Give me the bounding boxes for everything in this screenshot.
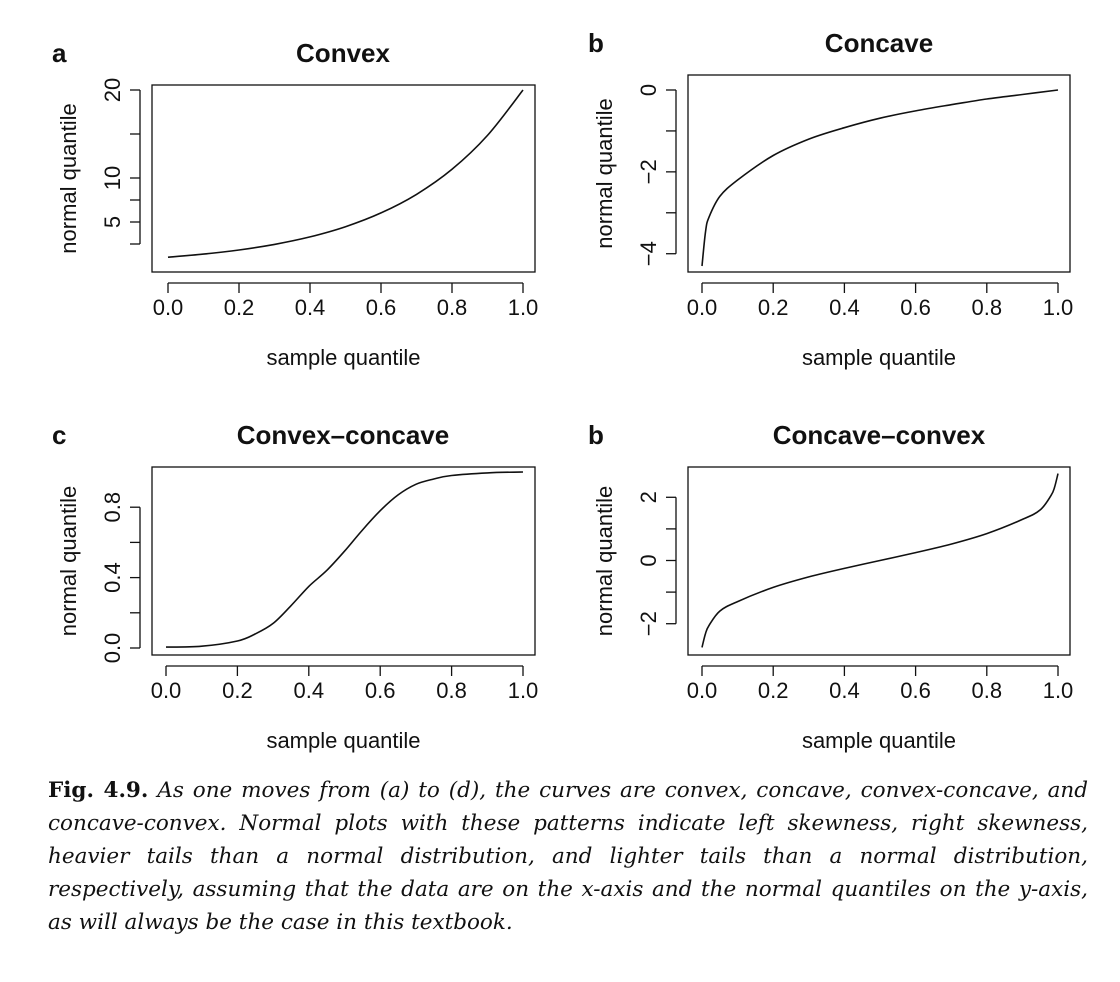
x-axis-label: sample quantile [266, 345, 420, 370]
x-tick-label: 0.8 [972, 295, 1003, 320]
panel-2: b Concave 0.0 0.2 0.4 0.6 0.8 1.0 sample quantil… [588, 28, 1073, 370]
quantile-curve [701, 473, 1059, 648]
x-tick-label: 0.8 [436, 678, 467, 703]
y-tick-label: 0.0 [100, 633, 125, 664]
x-tick-label: 0.4 [829, 678, 860, 703]
y-tick-label: 0.4 [100, 562, 125, 593]
panel-1: a Convex 0.0 0.2 0.4 0.6 0.8 1.0 sample quantile… [52, 38, 538, 370]
x-tick-label: 1.0 [508, 678, 539, 703]
y-axis-label: normal quantile [592, 98, 617, 248]
x-tick-label: 0.0 [687, 295, 718, 320]
plot-frame [687, 74, 1071, 273]
panel-title: Concave [825, 28, 933, 58]
y-axis-label: normal quantile [592, 486, 617, 636]
x-tick-label: 0.8 [972, 678, 1003, 703]
plot-frame [687, 466, 1071, 656]
x-tick-label: 0.8 [437, 295, 468, 320]
x-tick-label: 0.2 [222, 678, 253, 703]
x-tick-label: 1.0 [1043, 678, 1074, 703]
quantile-curve [165, 471, 524, 648]
caption-label: Fig. 4.9. [48, 778, 149, 803]
panel-3: c Convex–concave 0.0 0.2 0.4 0.6 0.8 1.0 sample … [52, 420, 538, 753]
figure-4-9: a Convex 0.0 0.2 0.4 0.6 0.8 1.0 sample quantile… [52, 28, 1073, 753]
plot-frame [151, 84, 536, 273]
y-tick-label: 0 [636, 84, 661, 96]
x-tick-label: 0.2 [758, 295, 789, 320]
x-tick-label: 1.0 [1043, 295, 1074, 320]
panel-letter: b [588, 28, 604, 58]
x-tick-label: 0.4 [295, 295, 326, 320]
y-tick-label: −4 [636, 241, 661, 266]
panel-title: Convex–concave [237, 420, 449, 450]
x-tick-label: 1.0 [508, 295, 539, 320]
x-tick-label: 0.6 [900, 295, 931, 320]
plot-frame [151, 466, 536, 656]
y-tick-label: 0.8 [100, 492, 125, 523]
x-axis-label: sample quantile [266, 728, 420, 753]
panel-letter: c [52, 420, 66, 450]
panel-letter: b [588, 420, 604, 450]
y-tick-label: 10 [100, 166, 125, 190]
x-tick-label: 0.2 [758, 678, 789, 703]
x-tick-label: 0.0 [151, 678, 182, 703]
panel-4: b Concave–convex 0.0 0.2 0.4 0.6 0.8 1.0 sample … [588, 420, 1073, 753]
y-tick-label: −2 [636, 611, 661, 636]
x-tick-label: 0.6 [365, 678, 396, 703]
panel-letter: a [52, 38, 67, 68]
y-tick-label: 0 [636, 554, 661, 566]
x-tick-label: 0.2 [224, 295, 255, 320]
x-axis-label: sample quantile [802, 345, 956, 370]
x-tick-label: 0.6 [366, 295, 397, 320]
y-axis-label: normal quantile [56, 486, 81, 636]
y-tick-label: 2 [636, 491, 661, 503]
panel-title: Concave–convex [773, 420, 986, 450]
x-tick-label: 0.0 [687, 678, 718, 703]
quantile-curve [167, 89, 524, 258]
panel-title: Convex [296, 38, 390, 68]
y-tick-label: 5 [100, 216, 125, 228]
figure-caption: Fig. 4.9. As one moves from (a) to (d), … [48, 774, 1088, 939]
x-tick-label: 0.0 [153, 295, 184, 320]
x-axis-label: sample quantile [802, 728, 956, 753]
y-tick-label: 20 [100, 78, 125, 102]
y-axis-label: normal quantile [56, 103, 81, 253]
x-tick-label: 0.4 [294, 678, 325, 703]
x-tick-label: 0.4 [829, 295, 860, 320]
x-tick-label: 0.6 [900, 678, 931, 703]
y-tick-label: −2 [636, 159, 661, 184]
caption-text: As one moves from (a) to (d), the curves… [48, 778, 1089, 935]
quantile-curve [701, 89, 1059, 267]
